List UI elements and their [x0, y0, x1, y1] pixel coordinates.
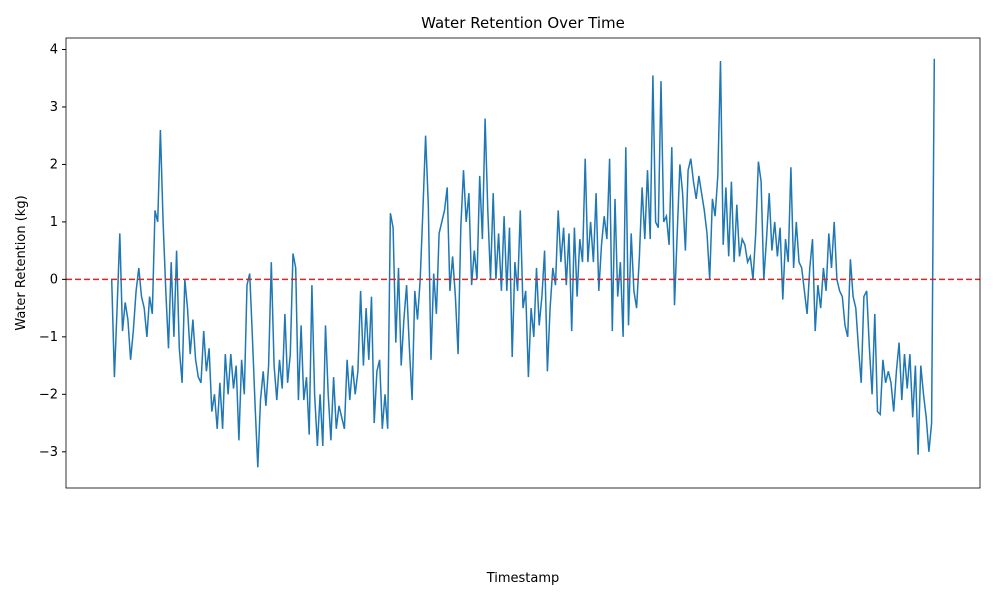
y-tick-label: 2 [50, 157, 58, 172]
y-tick-label: 4 [50, 42, 58, 57]
y-axis-label: Water Retention (kg) [14, 195, 29, 330]
plot-frame [65, 37, 981, 489]
y-tick-label: −3 [39, 445, 58, 460]
y-tick-label: 1 [50, 215, 58, 230]
chart-title: Water Retention Over Time [421, 14, 625, 32]
line [110, 58, 936, 468]
y-tick-label: 0 [50, 272, 58, 287]
x-axis-label: Timestamp [486, 571, 560, 586]
y-tick-label: −1 [39, 330, 58, 345]
y-tick-label: −2 [39, 387, 58, 402]
y-tick-label: 3 [50, 100, 58, 115]
